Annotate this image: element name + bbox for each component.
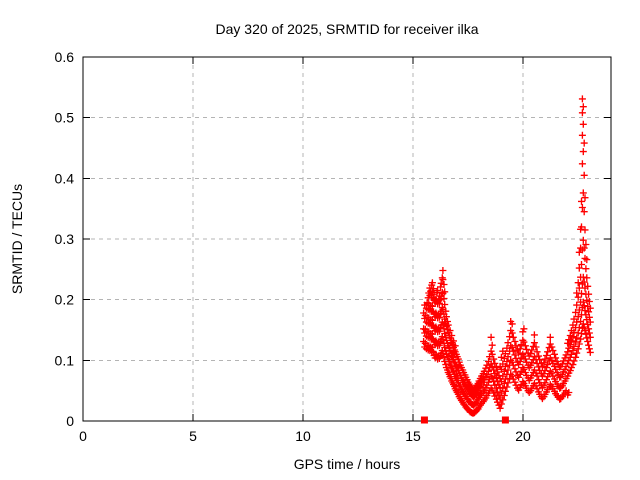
axis-event-marker xyxy=(420,416,428,424)
x-axis-label: GPS time / hours xyxy=(294,456,401,472)
y-tick-label: 0.4 xyxy=(55,170,75,186)
scatter-points xyxy=(420,95,594,417)
chart-title: Day 320 of 2025, SRMTID for receiver ilk… xyxy=(216,21,479,37)
y-tick-label: 0.6 xyxy=(55,49,75,65)
y-tick-label: 0.3 xyxy=(55,231,75,247)
y-axis-label: SRMTID / TECUs xyxy=(9,184,25,294)
x-tick-label: 0 xyxy=(79,428,87,444)
y-tick-label: 0.2 xyxy=(55,292,75,308)
x-tick-label: 20 xyxy=(515,428,531,444)
axis-event-markers xyxy=(420,416,509,424)
y-tick-label: 0.5 xyxy=(55,110,75,126)
plot-frame xyxy=(82,56,612,422)
x-tick-label: 10 xyxy=(295,428,311,444)
x-tick-label: 5 xyxy=(189,428,197,444)
y-tick-label: 0.1 xyxy=(55,352,75,368)
plot-border xyxy=(82,56,612,422)
y-tick-label: 0 xyxy=(66,413,74,429)
gridlines xyxy=(83,57,611,421)
data-points xyxy=(420,95,594,417)
tick-labels: 0 5 10 15 20 0 0.1 0.2 0.3 0.4 0.5 0.6 xyxy=(55,49,531,444)
axis-event-marker xyxy=(501,416,509,424)
x-tick-label: 15 xyxy=(405,428,421,444)
